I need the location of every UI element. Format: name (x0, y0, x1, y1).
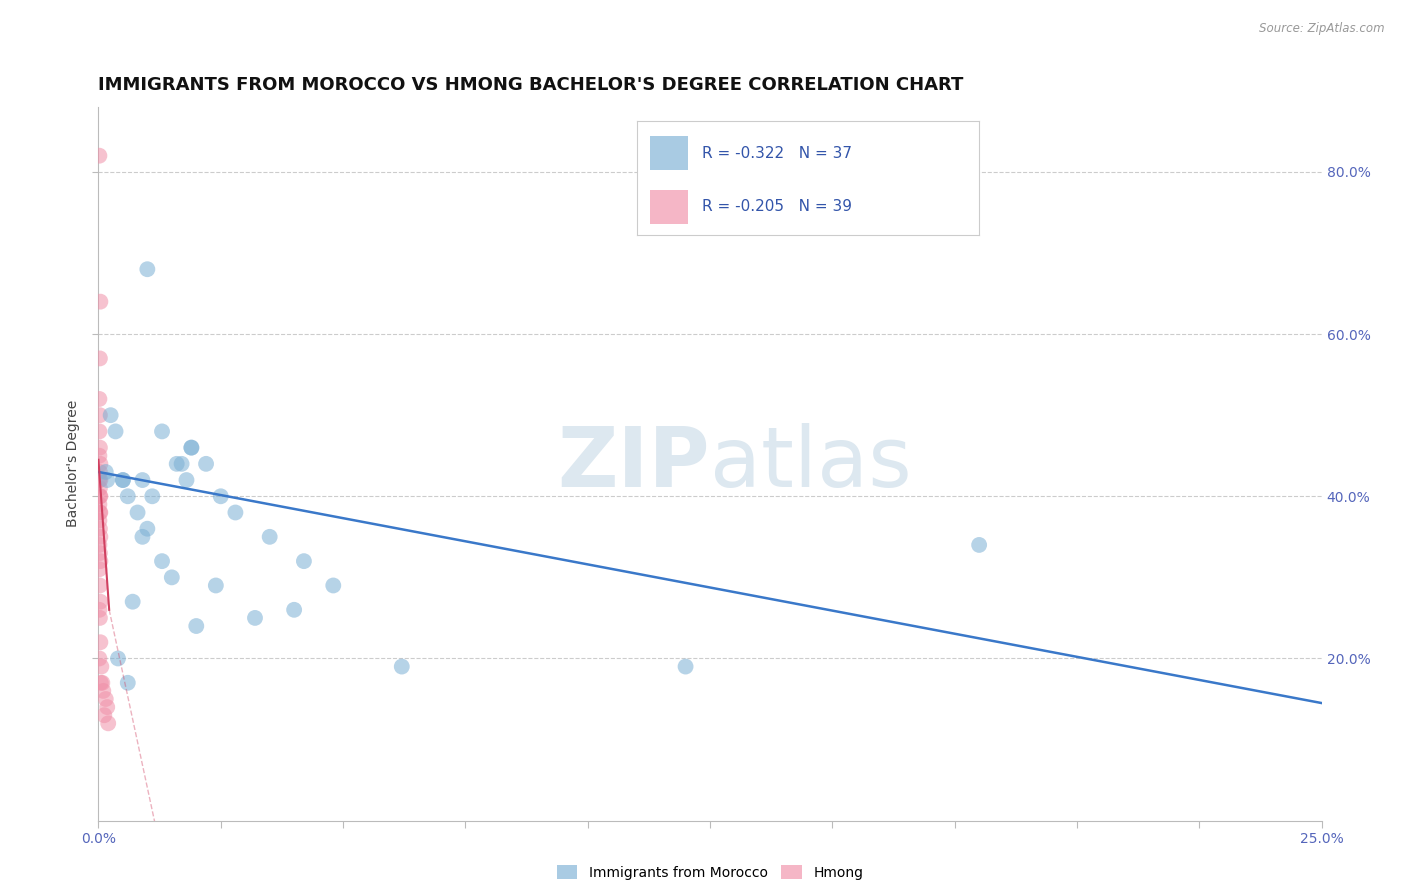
Point (89, 506, 111, 520)
Point (136, 522, 159, 536)
Point (90, 675, 112, 690)
Point (89, 651, 111, 665)
Point (186, 619, 208, 633)
Point (131, 530, 153, 544)
Point (150, 425, 173, 439)
Point (91, 675, 114, 690)
Point (89, 465, 111, 479)
Text: IMMIGRANTS FROM MOROCCO VS HMONG BACHELOR'S DEGREE CORRELATION CHART: IMMIGRANTS FROM MOROCCO VS HMONG BACHELO… (98, 77, 963, 95)
Point (127, 506, 149, 520)
Point (131, 473, 153, 487)
Point (180, 441, 202, 455)
Point (89, 578, 111, 592)
Point (166, 457, 188, 471)
Point (117, 675, 139, 690)
Text: atlas: atlas (710, 424, 911, 504)
Point (675, 659, 697, 673)
Point (160, 570, 183, 584)
Point (89, 294, 111, 309)
Point (91, 684, 114, 698)
Point (121, 595, 143, 609)
Point (89, 149, 111, 163)
Point (89, 481, 111, 495)
Text: Source: ZipAtlas.com: Source: ZipAtlas.com (1260, 22, 1385, 36)
Point (259, 530, 281, 544)
Point (94, 465, 117, 479)
Point (283, 603, 305, 617)
Point (89, 351, 111, 366)
Point (89, 449, 111, 463)
Point (89, 392, 111, 406)
Text: ZIP: ZIP (558, 424, 710, 504)
Point (292, 554, 315, 568)
Point (195, 457, 218, 471)
Point (391, 659, 413, 673)
Point (111, 473, 134, 487)
Point (89, 497, 111, 511)
Point (205, 578, 228, 592)
Point (94, 692, 117, 706)
Point (89, 538, 111, 552)
Point (89, 489, 111, 503)
Point (89, 408, 111, 422)
Point (93, 708, 115, 723)
Point (243, 611, 266, 625)
Point (89, 530, 111, 544)
Point (89, 522, 111, 536)
Point (322, 578, 344, 592)
Point (209, 489, 232, 503)
Point (89, 441, 111, 455)
Point (89, 554, 111, 568)
Point (89, 611, 111, 625)
Point (89, 562, 111, 576)
Point (89, 595, 111, 609)
Point (117, 489, 139, 503)
Point (89, 489, 111, 503)
Point (96, 473, 118, 487)
Point (150, 554, 173, 568)
Point (89, 514, 111, 528)
Point (89, 603, 111, 617)
Legend: Immigrants from Morocco, Hmong: Immigrants from Morocco, Hmong (551, 859, 869, 885)
Point (967, 538, 990, 552)
Point (96, 700, 118, 714)
Point (89, 425, 111, 439)
Point (90, 659, 112, 673)
Point (180, 441, 202, 455)
Y-axis label: Bachelor's Degree: Bachelor's Degree (66, 401, 80, 527)
Point (107, 651, 129, 665)
Point (89, 635, 111, 649)
Point (104, 425, 127, 439)
Point (89, 546, 111, 560)
Point (111, 473, 134, 487)
Point (97, 716, 120, 731)
Point (89, 473, 111, 487)
Point (89, 473, 111, 487)
Point (170, 457, 193, 471)
Point (100, 408, 122, 422)
Point (89, 506, 111, 520)
Point (89, 457, 111, 471)
Point (136, 262, 159, 277)
Point (141, 489, 163, 503)
Point (176, 473, 198, 487)
Point (224, 506, 246, 520)
